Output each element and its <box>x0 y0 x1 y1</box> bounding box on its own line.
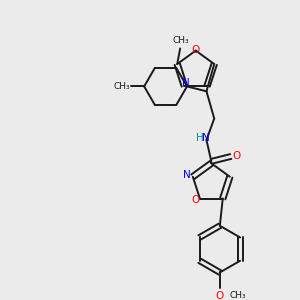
Text: N: N <box>183 170 191 180</box>
Text: N: N <box>202 133 209 143</box>
Text: CH₃: CH₃ <box>113 82 130 91</box>
Text: O: O <box>192 45 200 55</box>
Text: CH₃: CH₃ <box>230 291 246 300</box>
Text: H: H <box>196 133 203 143</box>
Text: N: N <box>182 77 190 88</box>
Text: O: O <box>191 196 199 206</box>
Text: O: O <box>232 152 241 161</box>
Text: O: O <box>216 291 224 300</box>
Text: CH₃: CH₃ <box>173 36 189 45</box>
